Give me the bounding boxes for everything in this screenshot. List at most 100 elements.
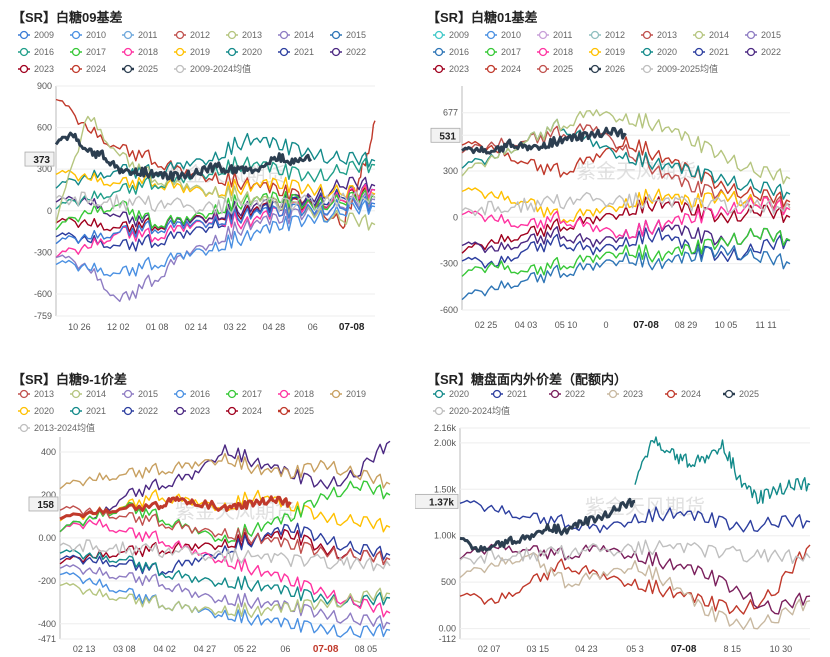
c2-xtick: 04 02 — [153, 644, 176, 654]
c0-legend-2011[interactable]: 2011 — [122, 30, 157, 40]
c2-legend-2021[interactable]: 2021 — [70, 406, 106, 416]
c1-legend-2017[interactable]: 2017 — [485, 47, 521, 57]
svg-text:2019: 2019 — [190, 47, 210, 57]
c3-watermark: 紫金天风期货 — [585, 496, 705, 519]
c2-xtick: 07-08 — [313, 644, 339, 655]
c3-series-2023 — [459, 552, 811, 630]
c1-series-2017 — [461, 227, 791, 277]
c0-legend-2023[interactable]: 2023 — [18, 64, 54, 74]
c2-series-2013-2024均值 — [59, 539, 391, 572]
c1-legend-2012[interactable]: 2012 — [589, 30, 625, 40]
c3-legend-2024[interactable]: 2024 — [665, 389, 701, 399]
c1-legend-2026[interactable]: 2026 — [589, 64, 625, 74]
c2-legend-2020[interactable]: 2020 — [18, 406, 54, 416]
c2-xtick: 02 13 — [73, 644, 96, 654]
c0-legend-2009[interactable]: 2009 — [18, 30, 54, 40]
c1-legend-2009[interactable]: 2009 — [433, 30, 469, 40]
svg-text:2021: 2021 — [709, 47, 729, 57]
c0-xtick: 03 22 — [224, 322, 247, 332]
c1-current-value-label: 531 — [430, 127, 461, 143]
c0-legend-2009-2024均值[interactable]: 2009-2024均值 — [174, 63, 251, 74]
chart-import-spread: 【SR】糖盘面内外价差（配额内） 2020 2021 2022 2023 2024 2025… — [415, 372, 811, 655]
c3-xtick: 07-08 — [671, 644, 697, 655]
c0-ytick: 0 — [47, 206, 52, 216]
svg-text:2017: 2017 — [86, 47, 106, 57]
c2-xtick: 05 22 — [234, 644, 257, 654]
c1-legend-2025[interactable]: 2025 — [537, 64, 573, 74]
c1-legend-2010[interactable]: 2010 — [485, 30, 521, 40]
c1-legend-2016[interactable]: 2016 — [433, 47, 469, 57]
svg-text:2020-2024均值: 2020-2024均值 — [449, 405, 510, 416]
c0-legend-2021[interactable]: 2021 — [278, 47, 314, 57]
c1-legend-2014[interactable]: 2014 — [693, 30, 729, 40]
c1-legend-2024[interactable]: 2024 — [485, 64, 521, 74]
c0-legend-2022[interactable]: 2022 — [330, 47, 366, 57]
c0-legend-2015[interactable]: 2015 — [330, 30, 366, 40]
c1-legend-2015[interactable]: 2015 — [745, 30, 781, 40]
c1-legend-2018[interactable]: 2018 — [537, 47, 573, 57]
c1-xtick: 10 05 — [715, 320, 738, 330]
c1-legend-2022[interactable]: 2022 — [745, 47, 781, 57]
c3-ytick: 1.00k — [434, 531, 457, 541]
c3-legend-2020[interactable]: 2020 — [433, 389, 469, 399]
c1-legend-2009-2025均值[interactable]: 2009-2025均值 — [641, 63, 718, 74]
svg-text:1.37k: 1.37k — [429, 497, 454, 508]
c2-xtick: 08 05 — [355, 644, 378, 654]
c1-legend-2020[interactable]: 2020 — [641, 47, 677, 57]
c0-legend-2014[interactable]: 2014 — [278, 30, 314, 40]
c2-legend-2019[interactable]: 2019 — [330, 389, 366, 399]
svg-text:2024: 2024 — [86, 64, 106, 74]
c3-xtick: 04 23 — [575, 644, 598, 654]
c0-xtick: 02 14 — [185, 322, 208, 332]
chart-panel-sr01-basis: 【SR】白糖01基差 2009 2010 2011 2012 2013 2014 2015 20… — [415, 0, 830, 335]
c3-ytick: 0.00 — [438, 624, 456, 634]
c2-legend-2013[interactable]: 2013 — [18, 389, 54, 399]
c2-legend-2018[interactable]: 2018 — [278, 389, 314, 399]
c0-legend-2017[interactable]: 2017 — [70, 47, 106, 57]
c1-legend-2021[interactable]: 2021 — [693, 47, 729, 57]
svg-text:2023: 2023 — [34, 64, 54, 74]
c0-title: 【SR】白糖09基差 — [12, 10, 123, 25]
c1-legend-2019[interactable]: 2019 — [589, 47, 625, 57]
c2-legend-2014[interactable]: 2014 — [70, 389, 106, 399]
svg-text:2017: 2017 — [242, 389, 262, 399]
c3-legend-2023[interactable]: 2023 — [607, 389, 643, 399]
c3-legend-2020-2024均值[interactable]: 2020-2024均值 — [433, 405, 510, 416]
c0-legend-2019[interactable]: 2019 — [174, 47, 210, 57]
c2-series-2018 — [59, 518, 391, 618]
chart-panel-sr91-spread: 【SR】白糖9-1价差 2013 2014 2015 2016 2017 2018 2019 2… — [0, 362, 415, 657]
c1-legend-2013[interactable]: 2013 — [641, 30, 677, 40]
c0-legend-2020[interactable]: 2020 — [226, 47, 262, 57]
c0-legend-2013[interactable]: 2013 — [226, 30, 262, 40]
svg-text:2010: 2010 — [501, 30, 521, 40]
c1-legend-2011[interactable]: 2011 — [537, 30, 572, 40]
c2-legend-2022[interactable]: 2022 — [122, 406, 158, 416]
c0-series-2010 — [55, 199, 376, 277]
svg-text:2026: 2026 — [605, 64, 625, 74]
c1-legend-2023[interactable]: 2023 — [433, 64, 469, 74]
c2-legend-2016[interactable]: 2016 — [174, 389, 210, 399]
c0-legend-2016[interactable]: 2016 — [18, 47, 54, 57]
svg-text:2018: 2018 — [553, 47, 573, 57]
c1-series-2026 — [461, 126, 627, 155]
svg-text:373: 373 — [33, 155, 50, 166]
c3-legend-2022[interactable]: 2022 — [549, 389, 585, 399]
c3-legend-2025[interactable]: 2025 — [723, 389, 759, 399]
c1-series-2021 — [461, 227, 791, 269]
c3-legend-2021[interactable]: 2021 — [491, 389, 527, 399]
c2-legend-2017[interactable]: 2017 — [226, 389, 262, 399]
c2-xtick: 03 08 — [113, 644, 136, 654]
svg-text:2014: 2014 — [709, 30, 729, 40]
c0-legend-2025[interactable]: 2025 — [122, 64, 158, 74]
svg-text:2024: 2024 — [242, 406, 262, 416]
c2-legend-2023[interactable]: 2023 — [174, 406, 210, 416]
c2-legend-2024[interactable]: 2024 — [226, 406, 262, 416]
c2-legend-2013-2024均值[interactable]: 2013-2024均值 — [18, 422, 95, 433]
c0-legend-2024[interactable]: 2024 — [70, 64, 106, 74]
c0-legend-2012[interactable]: 2012 — [174, 30, 210, 40]
c3-series-2021 — [459, 499, 811, 534]
c0-legend-2010[interactable]: 2010 — [70, 30, 106, 40]
c0-legend-2018[interactable]: 2018 — [122, 47, 158, 57]
c2-legend-2025[interactable]: 2025 — [278, 406, 314, 416]
c2-legend-2015[interactable]: 2015 — [122, 389, 158, 399]
